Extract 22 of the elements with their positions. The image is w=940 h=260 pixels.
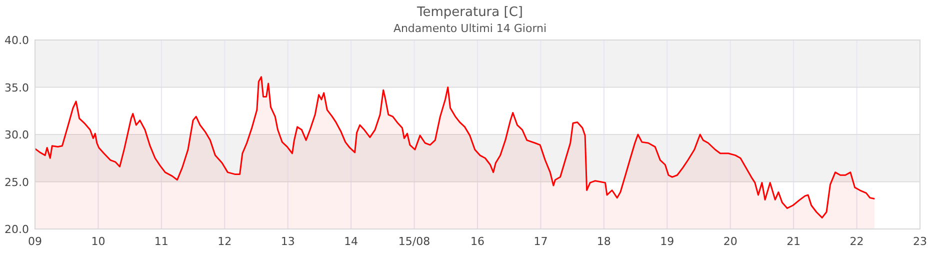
x-tick-label: 17 [534,235,548,248]
x-tick-label: 10 [91,235,106,248]
y-tick-label: 30.0 [4,128,29,142]
chart-title: Temperatura [C] [416,5,523,20]
x-tick-label: 09 [28,235,42,248]
y-tick-label: 25.0 [4,176,29,189]
chart-subtitle: Andamento Ultimi 14 Giorni [393,22,547,35]
x-tick-label: 16 [470,235,484,248]
y-tick-label: 20.0 [4,223,29,236]
x-tick-label: 15/08 [398,235,430,248]
x-tick-label: 19 [660,235,674,248]
x-tick-label: 12 [218,235,232,248]
y-tick-label: 40.0 [4,34,29,47]
x-tick-label: 20 [723,235,738,248]
y-tick-label: 35.0 [4,81,29,94]
x-tick-label: 13 [280,235,295,248]
x-tick-label: 11 [154,235,168,248]
x-tick-label: 14 [344,235,358,248]
x-tick-label: 22 [850,235,864,248]
x-tick-label: 21 [786,235,801,248]
x-tick-label: 18 [596,235,611,248]
x-tick-label: 23 [913,235,927,248]
